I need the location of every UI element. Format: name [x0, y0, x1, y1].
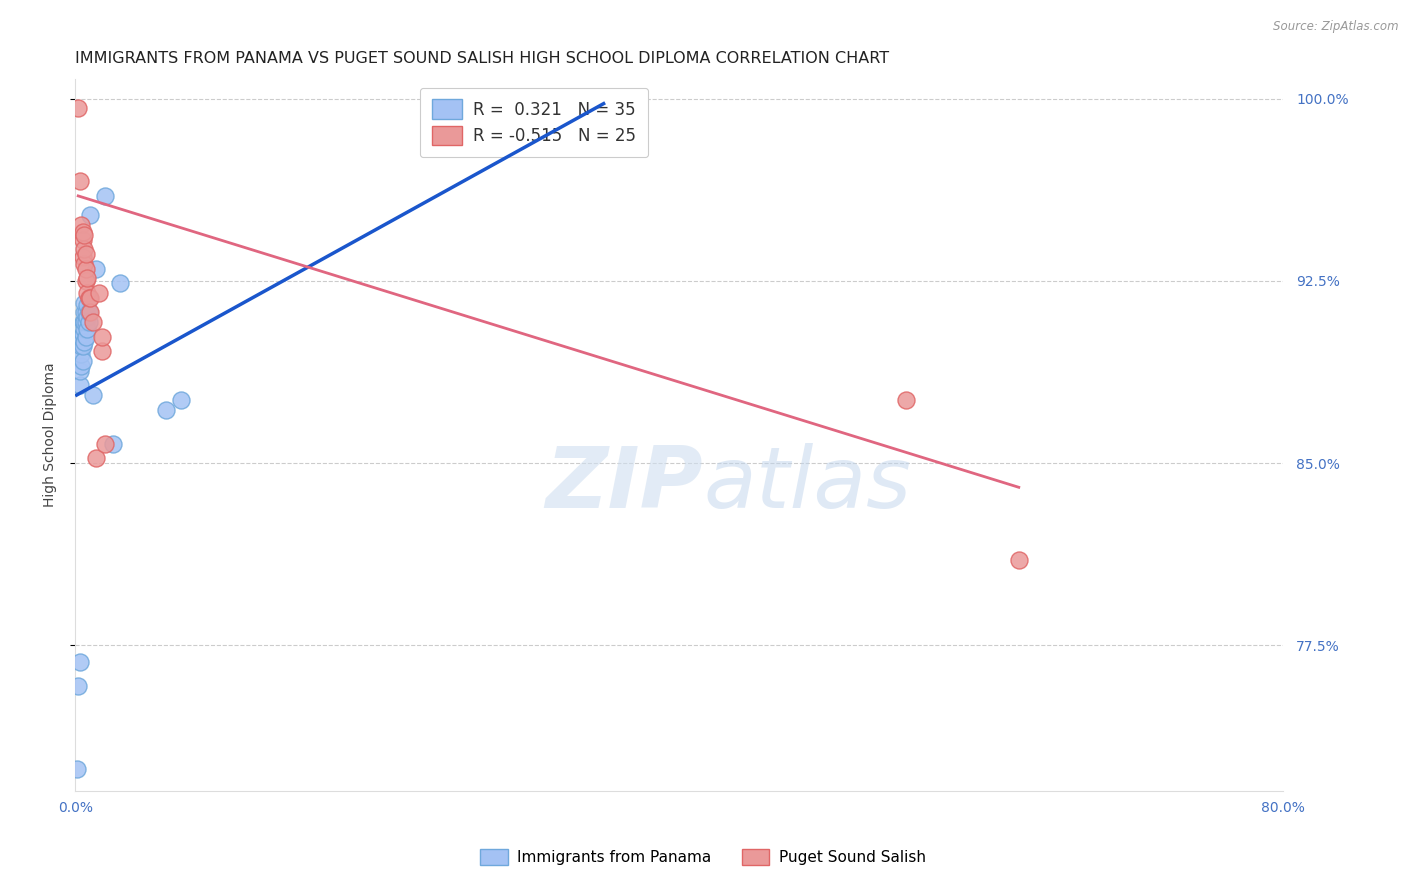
Point — [67, 102, 90, 116]
Legend: R =  0.321   N = 35, R = -0.515   N = 25: R = 0.321 N = 35, R = -0.515 N = 25 — [420, 87, 648, 157]
Point — [70, 347, 93, 361]
Point — [75, 305, 97, 319]
Point — [1008, 553, 1031, 567]
Point — [73, 315, 96, 329]
Point — [73, 295, 96, 310]
Point — [69, 174, 91, 188]
Point — [70, 359, 93, 373]
Point — [69, 655, 91, 669]
Text: IMMIGRANTS FROM PANAMA VS PUGET SOUND SALISH HIGH SCHOOL DIPLOMA CORRELATION CHA: IMMIGRANTS FROM PANAMA VS PUGET SOUND SA… — [75, 51, 890, 66]
Point — [91, 330, 114, 344]
Point — [73, 243, 96, 257]
Point — [70, 339, 93, 353]
Point — [110, 277, 132, 291]
Point — [94, 189, 117, 203]
Point — [76, 298, 98, 312]
Point — [73, 257, 96, 271]
Text: ZIP: ZIP — [546, 443, 703, 526]
Point — [82, 315, 104, 329]
Legend: Immigrants from Panama, Puget Sound Salish: Immigrants from Panama, Puget Sound Sali… — [474, 843, 932, 871]
Point — [72, 327, 94, 342]
Point — [79, 208, 101, 222]
Point — [76, 310, 98, 325]
Point — [72, 354, 94, 368]
Point — [70, 330, 93, 344]
Point — [82, 388, 104, 402]
Point — [75, 274, 97, 288]
Point — [69, 364, 91, 378]
Point — [101, 436, 124, 450]
Point — [73, 322, 96, 336]
Point — [73, 305, 96, 319]
Point — [894, 392, 917, 407]
Point — [86, 261, 108, 276]
Point — [70, 218, 93, 232]
Point — [72, 250, 94, 264]
Point — [77, 315, 100, 329]
Point — [73, 334, 96, 349]
Point — [75, 247, 97, 261]
Point — [76, 286, 98, 301]
Point — [72, 315, 94, 329]
Point — [170, 392, 193, 407]
Y-axis label: High School Diploma: High School Diploma — [44, 363, 58, 508]
Point — [75, 315, 97, 329]
Point — [89, 286, 111, 301]
Point — [72, 225, 94, 239]
Text: atlas: atlas — [703, 443, 911, 526]
Point — [75, 261, 97, 276]
Point — [79, 291, 101, 305]
Point — [76, 322, 98, 336]
Point — [72, 339, 94, 353]
Point — [77, 305, 100, 319]
Point — [94, 436, 117, 450]
Point — [67, 680, 90, 694]
Point — [77, 291, 100, 305]
Text: Source: ZipAtlas.com: Source: ZipAtlas.com — [1274, 20, 1399, 33]
Point — [86, 451, 108, 466]
Point — [155, 402, 177, 417]
Point — [72, 233, 94, 247]
Point — [592, 112, 614, 126]
Point — [73, 227, 96, 242]
Point — [76, 271, 98, 285]
Point — [66, 762, 89, 776]
Point — [91, 344, 114, 359]
Point — [69, 378, 91, 392]
Point — [79, 305, 101, 319]
Point — [75, 330, 97, 344]
